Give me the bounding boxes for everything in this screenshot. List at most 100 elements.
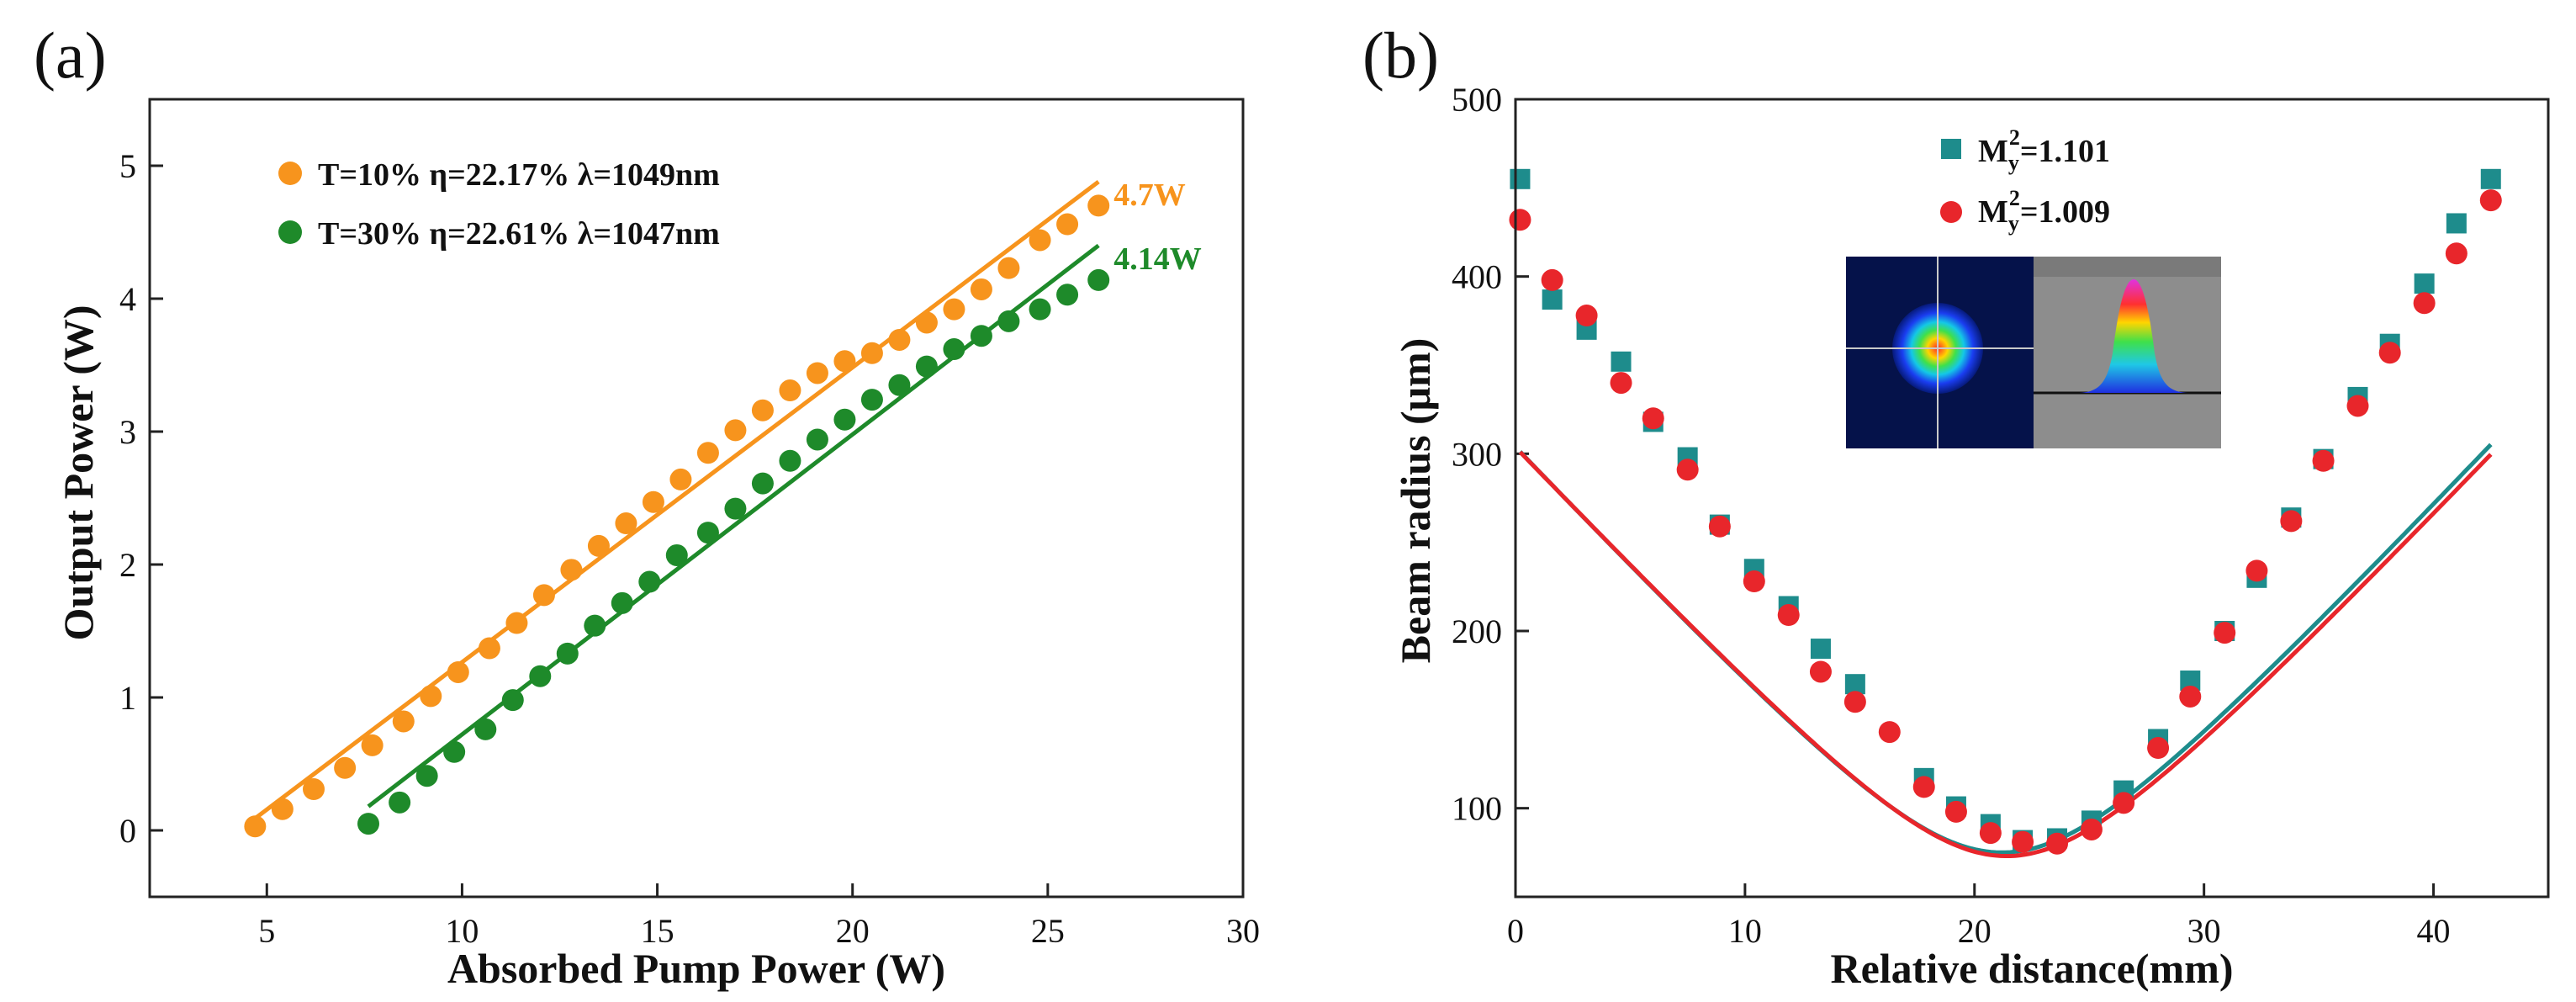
panel-b-plot-frame [1514, 98, 2550, 899]
panel-b-point-1 [2280, 510, 2303, 533]
panel-a-point-0 [888, 328, 911, 351]
panel-a-point-1 [779, 449, 801, 472]
panel-b-x-tick-label: 40 [2417, 912, 2451, 950]
panel-a-point-1 [833, 408, 856, 431]
panel-a-point-0 [997, 257, 1020, 279]
panel-b-x-tick-label: 0 [1507, 912, 1524, 950]
panel-b-point-1 [1743, 570, 1765, 593]
panel-b-point-1 [1777, 604, 1800, 627]
panel-a-point-0 [615, 512, 637, 535]
legend-label-my-1009: My2=1.009 [1978, 186, 2110, 236]
panel-a-point-0 [970, 278, 992, 300]
legend-label-t30: T=30% η=22.61% λ=1047nm [318, 216, 720, 252]
panel-a-point-1 [1087, 268, 1110, 291]
panel-b-point-1 [2147, 737, 2170, 760]
panel-a-point-0 [361, 734, 383, 756]
panel-b-point-1 [2312, 449, 2335, 472]
legend-marker-my-1101 [1941, 139, 1961, 159]
panel-b-point-1 [1708, 515, 1731, 538]
panel-b-point-1 [2113, 792, 2135, 814]
beam-profile-inset [1846, 257, 2221, 448]
legend-label-t10: T=10% η=22.17% λ=1049nm [318, 157, 720, 193]
panel-b-y-tick-label: 400 [1452, 258, 1502, 296]
panel-a-point-0 [532, 584, 555, 607]
panel-b-y-axis-title: Beam radius (μm) [1392, 338, 1439, 664]
panel-a-point-1 [665, 543, 688, 566]
panel-a-point-0 [303, 778, 325, 801]
panel-b-point-1 [2012, 830, 2034, 853]
panel-a-point-0 [751, 399, 774, 421]
panel-b-point-1 [2445, 242, 2468, 265]
panel-a-point-0 [724, 419, 747, 442]
panel-b-point-0 [2480, 168, 2501, 189]
panel-a-y-tick-label: 3 [119, 413, 136, 451]
panel-a-point-0 [642, 490, 664, 513]
panel-a-point-1 [997, 310, 1020, 332]
panel-b-point-1 [1944, 800, 1967, 823]
panel-b-point-0 [1810, 639, 1831, 660]
panel-a-y-tick-label: 5 [119, 147, 136, 185]
panel-b-point-1 [2245, 559, 2268, 582]
panel-a-legend: T=10% η=22.17% λ=1049nm T=30% η=22.61% λ… [278, 157, 720, 252]
panel-a-point-0 [943, 298, 965, 321]
legend-marker-t10 [278, 162, 302, 185]
panel-b-point-1 [1809, 660, 1832, 683]
end-label-t30: 4.14W [1113, 241, 1202, 277]
panel-b-point-0 [1510, 168, 1531, 189]
panel-a-fit-line-0 [253, 179, 1100, 820]
panel-b-point-0 [1542, 289, 1563, 310]
panel-a-point-0 [505, 612, 528, 634]
panel-b-point-1 [2346, 395, 2369, 417]
panel-a-y-tick-label: 2 [119, 546, 136, 584]
panel-a-point-1 [474, 718, 497, 740]
panel-a-point-1 [584, 614, 606, 637]
panel-b-point-0 [1844, 674, 1865, 695]
panel-b-point-1 [1979, 822, 2002, 845]
panel-a-point-1 [389, 791, 411, 814]
panel-b-x-tick-label: 20 [1958, 912, 1992, 950]
panel-b-point-1 [2214, 622, 2236, 644]
panel-b-point-1 [1912, 776, 1935, 798]
panel-a-point-1 [888, 374, 911, 396]
panel-b-point-1 [1575, 305, 1598, 327]
chart-panel-b: (b) Relative distance(mm) Beam radius (μ… [1362, 19, 2550, 992]
panel-a-point-1 [724, 497, 747, 520]
panel-b-y-tick-label: 300 [1452, 435, 1502, 473]
panel-a-point-1 [943, 338, 965, 361]
panel-b-point-1 [1878, 721, 1901, 744]
panel-a-point-1 [357, 813, 379, 835]
panel-a-point-0 [392, 710, 415, 733]
panel-b-label: (b) [1362, 19, 1439, 92]
panel-a-point-0 [806, 362, 828, 384]
panel-a-point-0 [1056, 213, 1079, 236]
panel-a-point-1 [860, 389, 883, 411]
panel-a-point-0 [244, 815, 267, 838]
panel-a-point-0 [915, 311, 938, 334]
panel-b-point-1 [2378, 342, 2401, 364]
panel-a-y-axis-title: Output Power (W) [55, 305, 102, 640]
panel-b-point-1 [1541, 268, 1563, 291]
panel-b-point-1 [1676, 459, 1699, 481]
panel-b-point-1 [1509, 209, 1531, 231]
panel-a-point-0 [587, 534, 610, 557]
legend-label-my-1101: My2=1.101 [1978, 125, 2110, 175]
panel-a-point-1 [1056, 284, 1079, 306]
panel-a-point-1 [915, 355, 938, 378]
panel-b-fit-curve-1 [1518, 450, 2493, 858]
panel-a-x-axis-title: Absorbed Pump Power (W) [447, 945, 945, 992]
beam-peak [2077, 279, 2190, 393]
panel-a-point-1 [443, 740, 466, 763]
panel-a-point-0 [334, 756, 357, 779]
panel-b-point-0 [2414, 273, 2435, 294]
panel-a-point-0 [696, 442, 719, 464]
panel-a-y-tick-label: 0 [119, 812, 136, 850]
panel-a-point-0 [833, 350, 856, 373]
panel-b-x-tick-label: 10 [1728, 912, 1762, 950]
panel-b-y-tick-label: 500 [1452, 81, 1502, 119]
panel-a-point-1 [696, 522, 719, 544]
panel-a-label: (a) [34, 19, 107, 92]
panel-a-x-tick-label: 5 [258, 912, 275, 950]
panel-a-plot-frame [148, 98, 1245, 899]
panel-a-point-0 [447, 660, 469, 683]
